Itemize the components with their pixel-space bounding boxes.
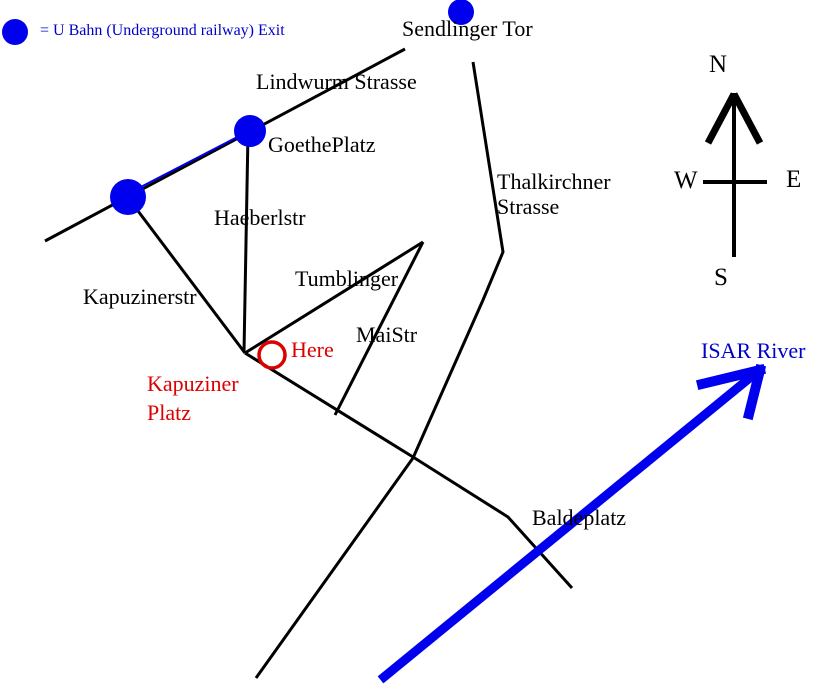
compass-south-label: S	[714, 264, 728, 291]
baldeplatz-street-line	[244, 351, 574, 590]
label-lindwurm-strasse: Lindwurm Strasse	[256, 69, 417, 94]
compass-east-label: E	[786, 166, 802, 193]
label-thalkirchner-line2: Strasse	[497, 194, 560, 219]
label-maistr: MaiStr	[356, 322, 418, 347]
ubahn-exit-marker-sendlinger-tor	[448, 0, 474, 25]
label-thalkirchner-strasse: Thalkirchner Strasse	[497, 169, 611, 219]
label-haeberlstr: Haeberlstr	[214, 205, 306, 230]
compass-north-label: N	[709, 51, 728, 78]
label-isar-river: ISAR River	[701, 338, 806, 363]
label-kapuziner-line2: Platz	[147, 400, 191, 425]
legend-ubahn-exit-marker-icon	[2, 19, 28, 45]
label-baldeplatz: Baldeplatz	[532, 505, 627, 530]
isar-arrow-shaft	[377, 365, 764, 684]
label-tumblinger: Tumblinger	[295, 266, 399, 291]
compass-arrowhead-left	[704, 92, 738, 145]
legend-text: = U Bahn (Underground railway) Exit	[40, 22, 285, 39]
label-kapuziner-platz: Kapuziner Platz	[147, 369, 239, 427]
compass-arrowhead-right	[730, 92, 764, 145]
ubahn-link-line	[132, 131, 248, 192]
thalkirchner-strasse-line	[254, 61, 505, 679]
kapuzinerstr-line	[127, 198, 247, 354]
label-sendlinger-tor: Sendlinger Tor	[402, 16, 533, 41]
isar-river-arrow	[377, 363, 767, 684]
isar-arrowhead-left-barb	[695, 363, 767, 391]
lindwurm-strasse-line	[44, 47, 406, 243]
label-kapuzinerstr: Kapuzinerstr	[83, 284, 197, 309]
isar-arrowhead-right-barb	[742, 363, 767, 421]
maistr-line	[333, 241, 425, 416]
tumblinger-line	[244, 240, 424, 355]
haeberlstr-line	[242, 132, 250, 353]
compass-west-label: W	[674, 167, 698, 194]
ubahn-exit-marker-west	[110, 179, 146, 215]
label-thalkirchner-line1: Thalkirchner	[497, 169, 611, 194]
label-kapuziner-line1: Kapuziner	[147, 371, 239, 396]
compass-rose	[703, 92, 767, 257]
label-goetheplatz: GoethePlatz	[268, 132, 376, 157]
here-marker-circle	[257, 340, 287, 370]
label-here: Here	[291, 337, 334, 362]
ubahn-exit-marker-goetheplatz	[234, 115, 266, 147]
